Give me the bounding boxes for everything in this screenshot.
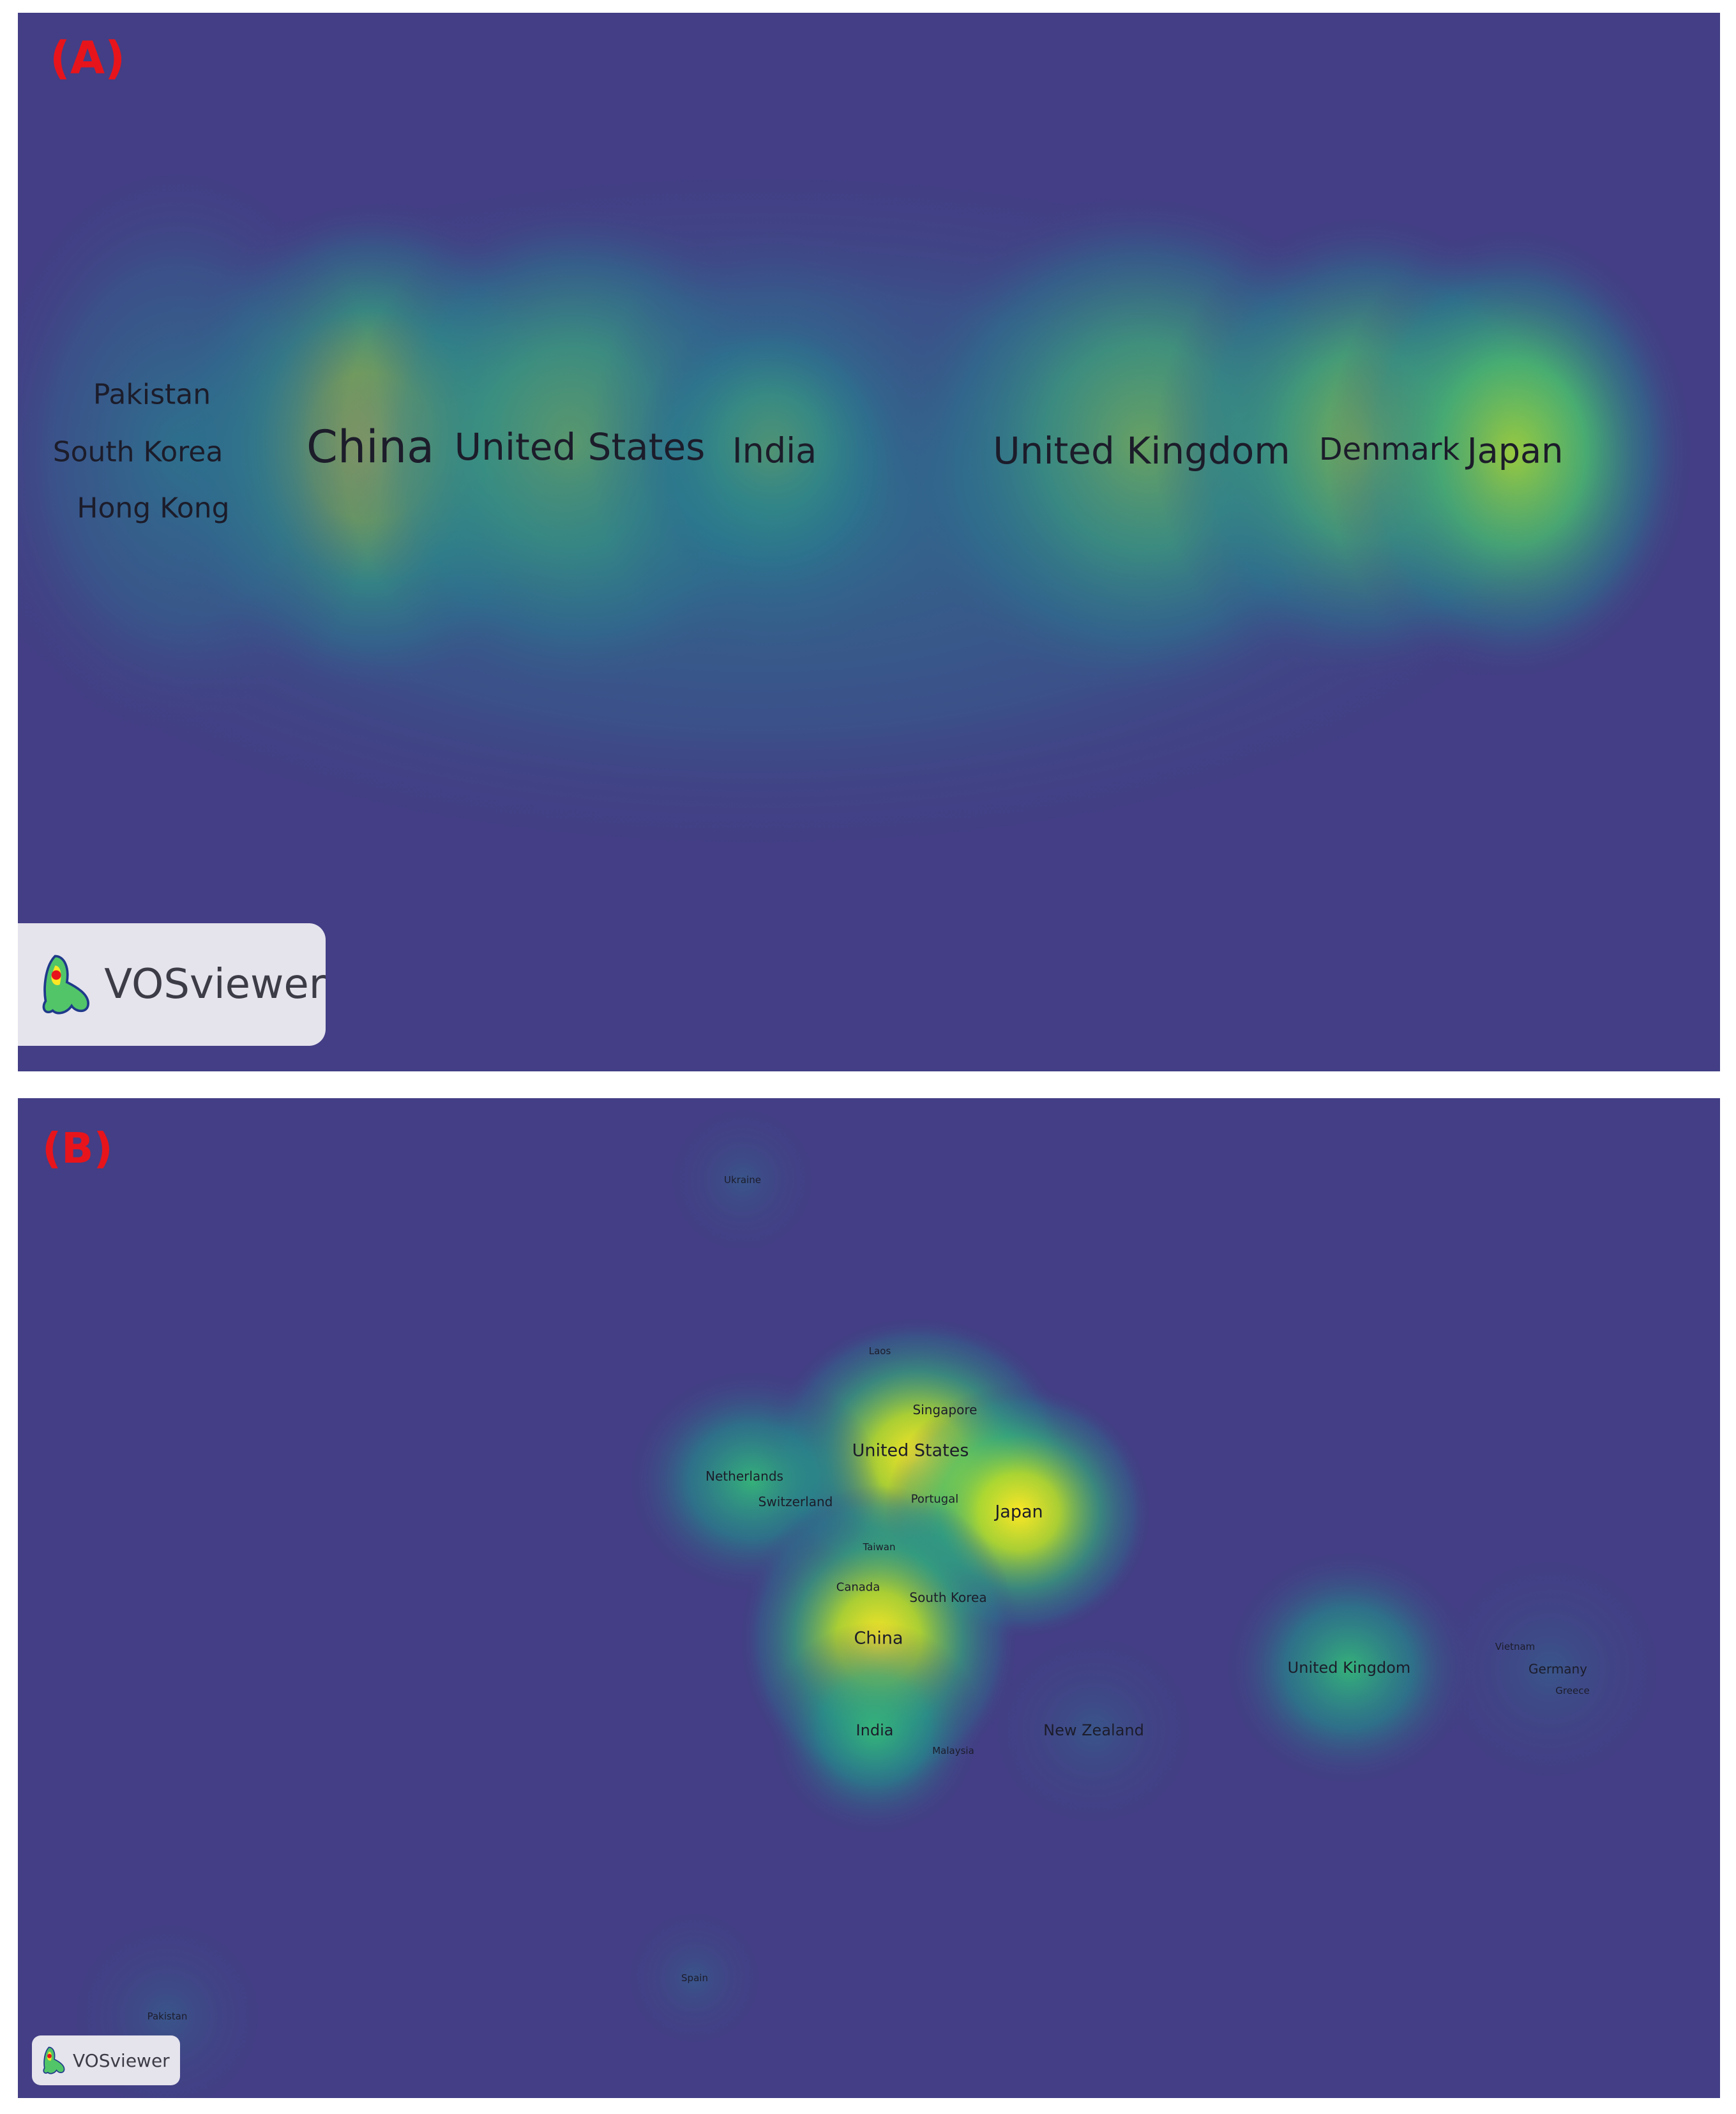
panel-b-term-taiwan[interactable]: Taiwan [863, 1541, 896, 1553]
density-heatmap-b [59, 1098, 1678, 2098]
panel-b-term-singapore[interactable]: Singapore [912, 1402, 977, 1417]
panel-b-term-laos[interactable]: Laos [868, 1345, 891, 1357]
panel-b-term-india[interactable]: India [856, 1721, 894, 1739]
panel-a-term-hong-kong[interactable]: Hong Kong [77, 492, 230, 525]
panel-b-term-united-states[interactable]: United States [852, 1440, 969, 1461]
density-map-panel-a: (A) Pakistan South Korea Hong Kong China Uni… [18, 13, 1720, 1071]
panel-b-term-ukraine[interactable]: Ukraine [724, 1174, 761, 1186]
vosviewer-logo-icon [42, 955, 90, 1015]
panel-b-term-spain[interactable]: Spain [681, 1972, 708, 1984]
panel-label-b: (B) [42, 1124, 113, 1173]
panel-b-term-japan[interactable]: Japan [995, 1502, 1043, 1522]
panel-a-term-pakistan[interactable]: Pakistan [93, 378, 211, 411]
panel-a-term-denmark[interactable]: Denmark [1318, 432, 1460, 467]
density-blob [979, 1622, 1209, 1839]
panel-a-term-japan[interactable]: Japan [1467, 430, 1564, 471]
density-blob [1221, 1546, 1477, 1789]
panel-b-term-south-korea[interactable]: South Korea [909, 1590, 987, 1605]
density-blob [18, 153, 1620, 868]
panel-a-term-united-states[interactable]: United States [454, 425, 706, 469]
panel-label-a: (A) [50, 32, 126, 84]
vosviewer-logo-text: VOSviewer [104, 961, 326, 1008]
density-blob [1423, 1541, 1678, 1797]
density-heatmap-a [18, 153, 1697, 868]
panel-b-term-china[interactable]: China [854, 1628, 903, 1649]
vosviewer-logo: VOSviewer [32, 2035, 180, 2085]
density-map-panel-b: (B) Ukraine Laos Singapore United States Net… [18, 1098, 1720, 2098]
density-blob [660, 1098, 826, 1263]
density-blob [18, 153, 382, 741]
density-blob [766, 1622, 983, 1839]
panel-b-term-germany[interactable]: Germany [1528, 1661, 1587, 1677]
panel-b-term-new-zealand[interactable]: New Zealand [1043, 1721, 1144, 1739]
panel-a-term-china[interactable]: China [306, 421, 434, 473]
panel-b-term-united-kingdom[interactable]: United Kingdom [1287, 1659, 1411, 1677]
panel-b-term-canada[interactable]: Canada [836, 1580, 880, 1594]
vosviewer-logo-text: VOSviewer [73, 2050, 170, 2071]
panel-a-term-united-kingdom[interactable]: United Kingdom [993, 429, 1290, 472]
panel-a-term-south-korea[interactable]: South Korea [52, 435, 223, 469]
panel-b-term-greece[interactable]: Greece [1555, 1685, 1590, 1696]
panel-b-term-switzerland[interactable]: Switzerland [758, 1494, 833, 1509]
density-blob [618, 1901, 771, 2055]
vosviewer-logo: VOSviewer [18, 923, 326, 1046]
vosviewer-logo-icon [43, 2046, 65, 2074]
panel-b-term-portugal[interactable]: Portugal [910, 1492, 959, 1506]
panel-b-term-vietnam[interactable]: Vietnam [1495, 1641, 1536, 1652]
panel-b-term-netherlands[interactable]: Netherlands [706, 1468, 783, 1484]
panel-b-term-malaysia[interactable]: Malaysia [932, 1745, 974, 1756]
panel-b-term-pakistan[interactable]: Pakistan [147, 2011, 188, 2022]
panel-a-term-india[interactable]: India [732, 430, 817, 471]
